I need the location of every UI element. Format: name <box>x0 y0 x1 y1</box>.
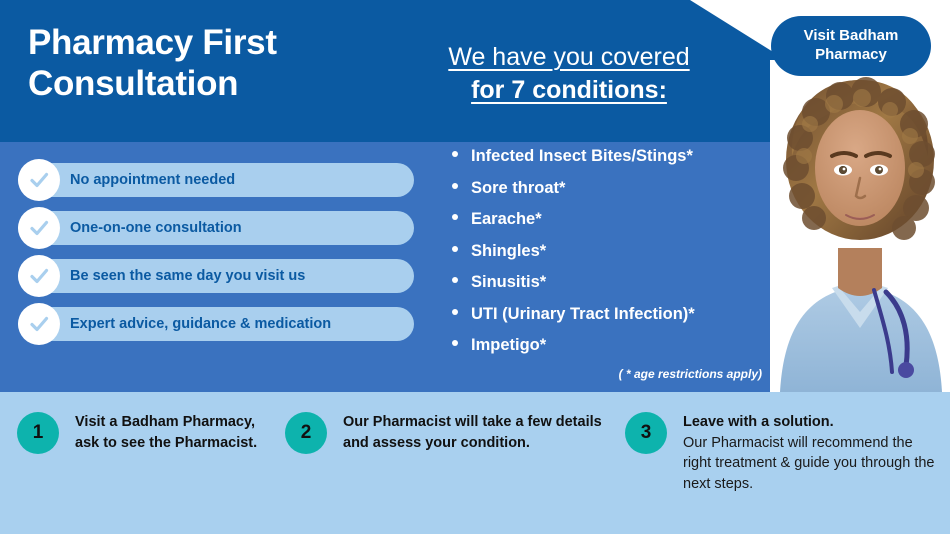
benefit-pill: Expert advice, guidance & medication <box>18 303 414 345</box>
step-number-badge: 1 <box>17 412 59 454</box>
covered-line-1: We have you covered <box>448 43 690 71</box>
bullet-icon <box>452 182 458 189</box>
benefit-label: No appointment needed <box>70 172 236 188</box>
covered-heading: We have you covered for 7 conditions: <box>404 42 734 106</box>
step-text: Our Pharmacist will take a few details a… <box>343 414 602 451</box>
step-item: 3 Leave with a solution. Our Pharmacist … <box>625 412 935 494</box>
pharmacist-photo <box>770 60 950 392</box>
covered-line-2: for 7 conditions: <box>471 75 667 104</box>
check-icon <box>18 255 60 297</box>
step-text: Visit a Badham Pharmacy, ask to see the … <box>75 414 258 451</box>
condition-label: UTI (Urinary Tract Infection)* <box>471 304 695 323</box>
benefit-label: Expert advice, guidance & medication <box>70 316 332 332</box>
page-title: Pharmacy First Consultation <box>28 23 408 104</box>
condition-label: Infected Insect Bites/Stings* <box>471 147 693 165</box>
steps-section: 1 Visit a Badham Pharmacy, ask to see th… <box>0 392 950 534</box>
conditions-list: Infected Insect Bites/Stings* Sore throa… <box>452 148 782 369</box>
title-line-1: Pharmacy First <box>28 23 277 62</box>
step-number-badge: 2 <box>285 412 327 454</box>
condition-item: Shingles* <box>452 241 782 260</box>
bottom-light-blue-band <box>0 392 950 534</box>
step-body: Our Pharmacist will take a few details a… <box>343 412 605 453</box>
bullet-icon <box>452 245 458 252</box>
step-description: Our Pharmacist will recommend the right … <box>683 434 935 492</box>
step-headline: Leave with a solution. <box>683 414 834 430</box>
condition-item: Earache* <box>452 211 782 228</box>
step-body: Visit a Badham Pharmacy, ask to see the … <box>75 412 267 453</box>
condition-label: Impetigo* <box>471 336 547 354</box>
benefit-label: Be seen the same day you visit us <box>70 268 306 284</box>
condition-label: Sore throat* <box>471 178 566 197</box>
check-icon <box>18 159 60 201</box>
visit-badham-pharmacy-button[interactable]: Visit Badham Pharmacy <box>771 16 931 76</box>
bullet-icon <box>452 151 458 157</box>
step-body: Leave with a solution. Our Pharmacist wi… <box>683 412 935 494</box>
condition-label: Earache* <box>471 210 542 228</box>
bullet-icon <box>452 308 458 315</box>
benefit-pill: One-on-one consultation <box>18 207 414 249</box>
benefit-pill: Be seen the same day you visit us <box>18 255 414 297</box>
step-item: 1 Visit a Badham Pharmacy, ask to see th… <box>17 412 267 454</box>
age-restrictions-footnote: ( * age restrictions apply) <box>618 367 762 381</box>
condition-item: Infected Insect Bites/Stings* <box>452 148 782 165</box>
step-item: 2 Our Pharmacist will take a few details… <box>285 412 605 454</box>
bullet-icon <box>452 277 458 283</box>
step-number-badge: 3 <box>625 412 667 454</box>
condition-item: Sore throat* <box>452 178 782 197</box>
benefit-label: One-on-one consultation <box>70 220 242 236</box>
bullet-icon <box>452 340 458 346</box>
check-icon <box>18 303 60 345</box>
title-line-2: Consultation <box>28 63 239 103</box>
benefit-pill: No appointment needed <box>18 159 414 201</box>
condition-label: Sinusitis* <box>471 273 547 291</box>
condition-label: Shingles* <box>471 241 547 260</box>
condition-item: Impetigo* <box>452 337 782 354</box>
condition-item: UTI (Urinary Tract Infection)* <box>452 304 782 323</box>
bullet-icon <box>452 214 458 220</box>
condition-item: Sinusitis* <box>452 274 782 291</box>
benefits-list: No appointment needed One-on-one consult… <box>18 159 418 355</box>
check-icon <box>18 207 60 249</box>
